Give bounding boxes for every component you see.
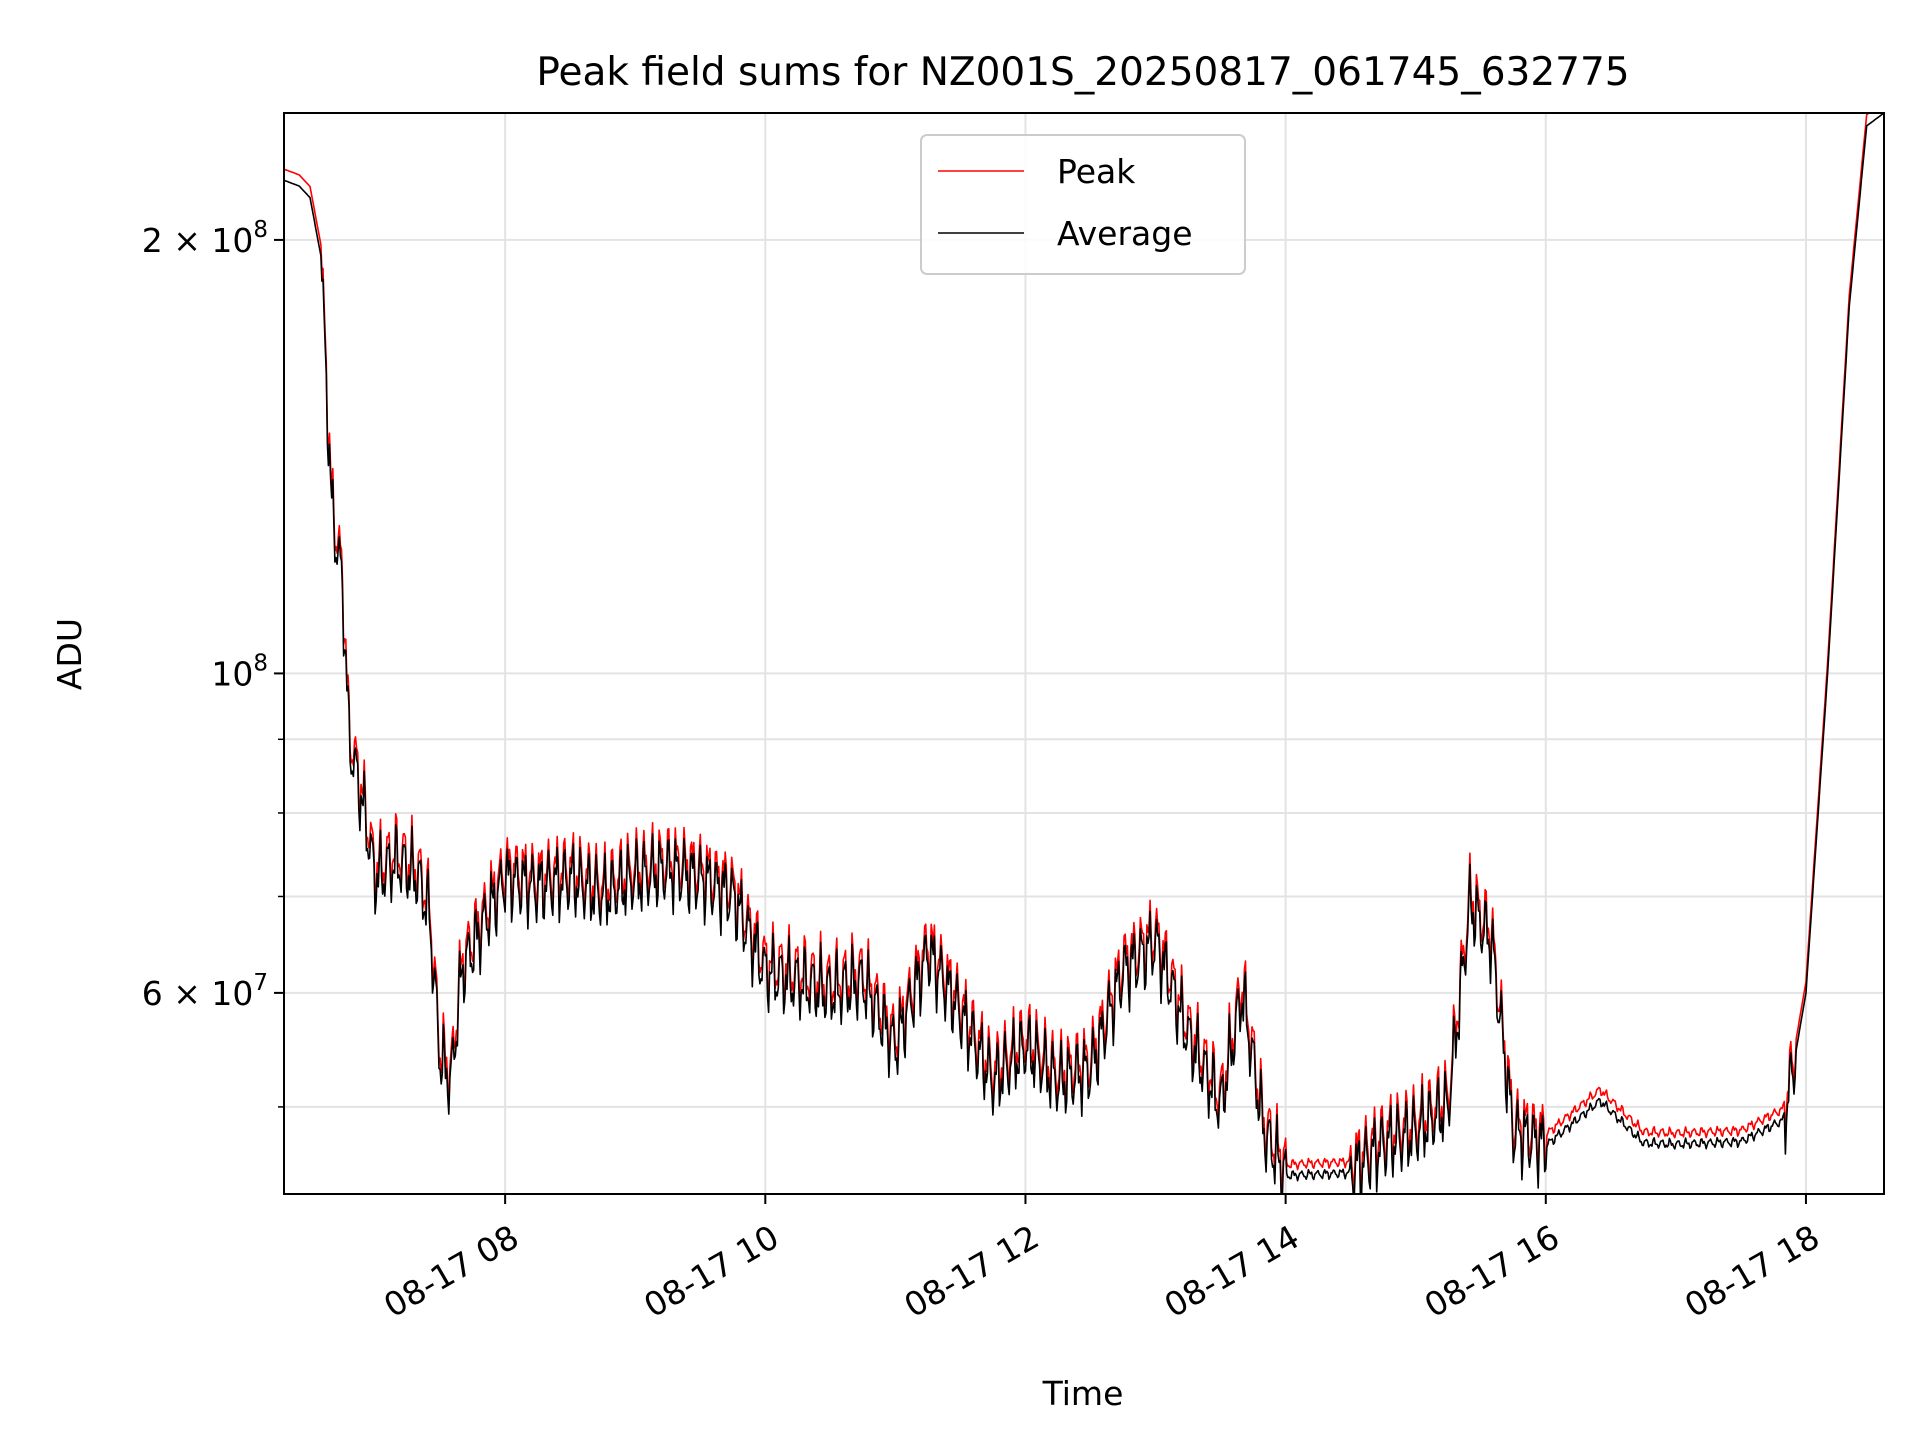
legend-label-average: Average bbox=[1057, 214, 1193, 253]
legend-label-peak: Peak bbox=[1057, 152, 1136, 191]
average-series-line bbox=[284, 113, 1884, 1194]
y-axis-label: ADU bbox=[50, 618, 89, 690]
y-tick-label-base: 2 × 10 bbox=[142, 221, 254, 260]
y-tick-label-exponent: 8 bbox=[253, 650, 268, 676]
legend: Peak Average bbox=[920, 134, 1246, 275]
y-tick-label-base: 6 × 10 bbox=[142, 974, 254, 1013]
plot-frame bbox=[283, 112, 1885, 1195]
chart-title: Peak field sums for NZ001S_20250817_0617… bbox=[536, 50, 1629, 95]
y-tick-label-exponent: 8 bbox=[253, 217, 268, 243]
y-tick-label-exponent: 7 bbox=[253, 970, 268, 996]
y-tick-label: 108 bbox=[211, 650, 268, 693]
y-tick-label: 6 × 107 bbox=[142, 970, 268, 1013]
x-axis-label: Time bbox=[1042, 1374, 1124, 1413]
y-tick-label: 2 × 108 bbox=[142, 217, 268, 260]
legend-box bbox=[920, 134, 1246, 275]
y-tick-label-base: 10 bbox=[211, 654, 253, 693]
